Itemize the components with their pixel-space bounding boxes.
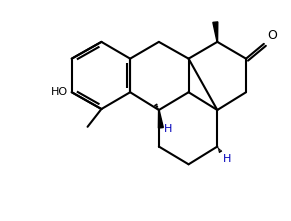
Text: H: H [223, 154, 232, 164]
Polygon shape [158, 110, 163, 128]
Text: HO: HO [51, 87, 68, 97]
Text: H: H [164, 124, 172, 134]
Text: O: O [267, 29, 277, 42]
Polygon shape [213, 22, 218, 42]
